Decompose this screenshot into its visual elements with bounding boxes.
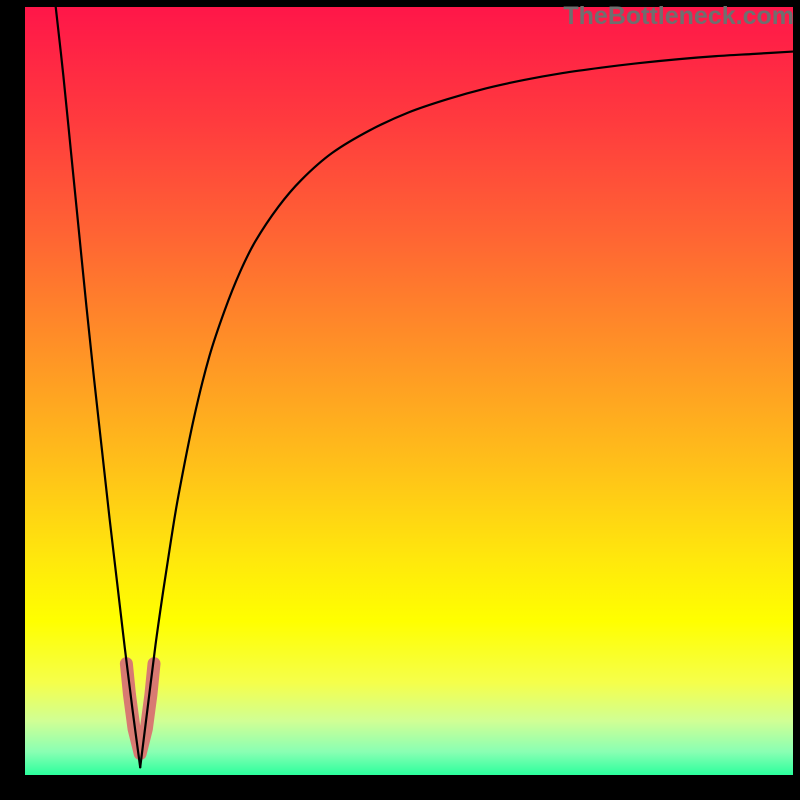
chart-svg	[0, 0, 800, 800]
plot-background	[25, 7, 793, 775]
watermark-label: TheBottleneck.com	[563, 2, 794, 31]
bottleneck-chart: TheBottleneck.com	[0, 0, 800, 800]
